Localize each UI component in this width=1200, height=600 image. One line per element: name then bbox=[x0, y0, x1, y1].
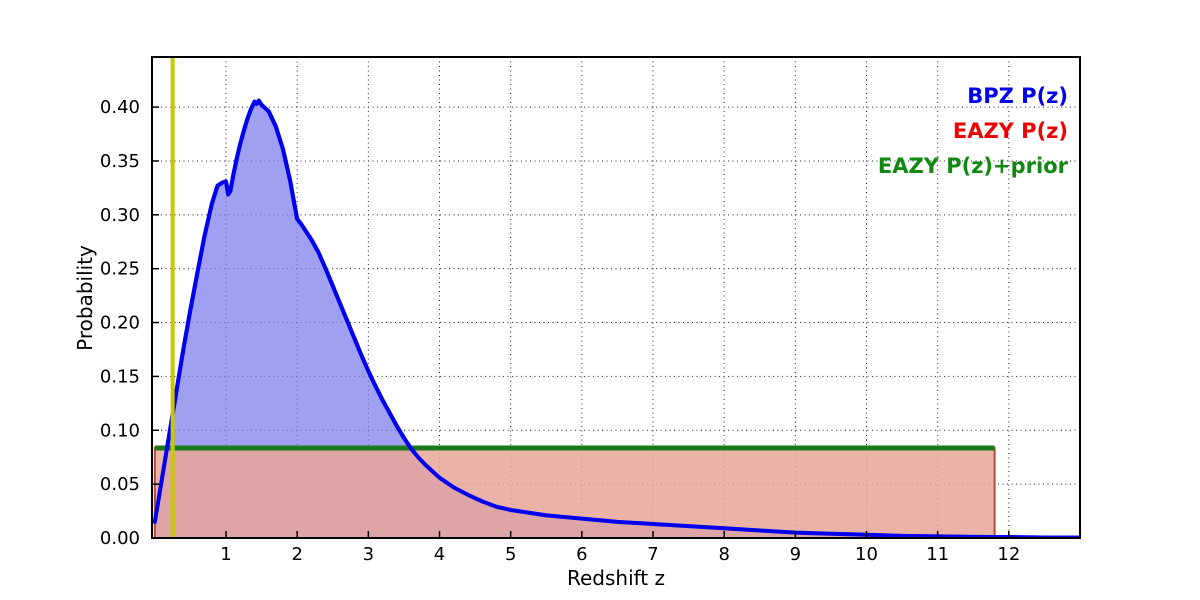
x-tick-label: 7 bbox=[647, 544, 658, 565]
y-tick-label: 0.40 bbox=[100, 97, 140, 118]
y-axis-title: Probability bbox=[73, 245, 97, 351]
bpz-pz-fill-area bbox=[154, 100, 1080, 538]
x-tick-label: 11 bbox=[926, 544, 949, 565]
x-tick-label: 6 bbox=[576, 544, 587, 565]
y-tick-label: 0.10 bbox=[100, 420, 140, 441]
x-tick-label: 5 bbox=[505, 544, 516, 565]
legend-entry-0: BPZ P(z) bbox=[967, 84, 1068, 108]
legend-entry-2: EAZY P(z)+prior bbox=[878, 154, 1069, 178]
x-tick-label: 2 bbox=[291, 544, 302, 565]
y-tick-label: 0.35 bbox=[100, 151, 140, 172]
y-axis-ticks: 0.00 0.05 0.10 0.15 0.20 0.25 0.30 0.35 0.40 bbox=[100, 97, 159, 549]
data-series-layer bbox=[152, 98, 1080, 538]
chart-legend: BPZ P(z) EAZY P(z) EAZY P(z)+prior bbox=[878, 84, 1069, 178]
legend-entry-1: EAZY P(z) bbox=[953, 119, 1068, 143]
x-tick-label: 12 bbox=[997, 544, 1020, 565]
y-tick-label: 0.15 bbox=[100, 366, 140, 387]
x-tick-label: 10 bbox=[855, 544, 878, 565]
x-tick-label: 9 bbox=[790, 544, 801, 565]
x-tick-label: 1 bbox=[220, 544, 231, 565]
y-tick-label: 0.05 bbox=[100, 474, 140, 495]
x-tick-label: 3 bbox=[363, 544, 374, 565]
y-tick-label: 0.25 bbox=[100, 259, 140, 280]
x-tick-label: 8 bbox=[718, 544, 729, 565]
x-axis-title: Redshift z bbox=[567, 566, 665, 590]
y-tick-label: 0.00 bbox=[100, 528, 140, 549]
plot-frame bbox=[151, 56, 1081, 539]
eazy-pz-fill-area bbox=[153, 447, 996, 538]
y-tick-label: 0.20 bbox=[100, 313, 140, 334]
x-tick-label: 4 bbox=[434, 544, 445, 565]
y-tick-label: 0.30 bbox=[100, 205, 140, 226]
x-axis-ticks: 1 2 3 4 5 6 7 8 9 10 11 12 bbox=[220, 531, 1020, 565]
bpz-pz-curve-overlay bbox=[152, 98, 1080, 538]
